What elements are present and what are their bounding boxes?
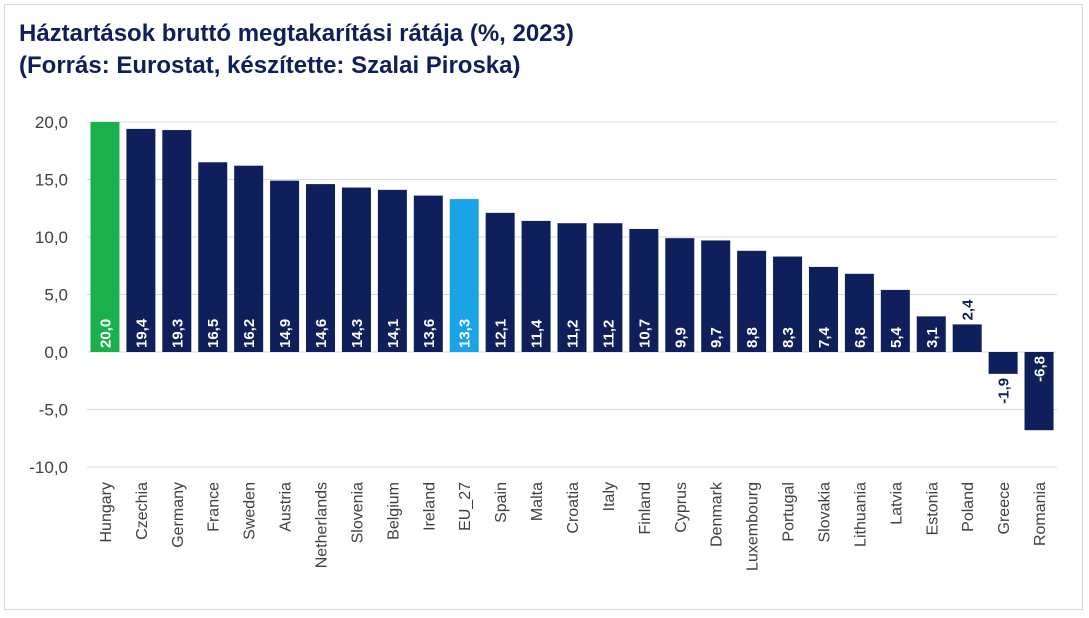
bar-germany: [162, 130, 192, 352]
x-tick-label: Germany: [170, 482, 187, 548]
x-tick-label: France: [206, 482, 223, 532]
data-label: 13,3: [457, 319, 474, 348]
data-label: 9,9: [672, 327, 689, 348]
bar-finland: [629, 228, 659, 352]
y-tick-label: 10,0: [35, 228, 68, 247]
bar-france: [198, 162, 228, 352]
x-tick-label: Austria: [278, 482, 295, 532]
x-tick-label: Romania: [1032, 482, 1049, 546]
bar-romania: [1024, 352, 1054, 431]
y-tick-label: 5,0: [44, 286, 68, 305]
data-label: 13,6: [421, 319, 438, 348]
bar-greece: [988, 352, 1018, 374]
bar-latvia: [880, 289, 910, 352]
bar-lithuania: [844, 273, 874, 352]
x-tick-label: Italy: [601, 482, 618, 511]
chart-title-line2: (Forrás: Eurostat, készítette: Szalai Pi…: [19, 52, 521, 79]
data-label: 14,6: [313, 319, 330, 348]
data-label: 11,2: [600, 320, 617, 348]
bar-ireland: [413, 195, 443, 352]
x-tick-label: EU_27: [457, 482, 474, 531]
bar-slovakia: [808, 266, 838, 352]
x-tick-label: Poland: [960, 482, 977, 532]
y-tick-label: 20,0: [35, 113, 68, 132]
bar-czechia: [126, 128, 156, 352]
data-label: 12,1: [493, 319, 510, 348]
x-tick-label: Czechia: [134, 482, 151, 540]
bar-sweden: [234, 165, 264, 352]
x-tick-label: Slovakia: [816, 482, 833, 543]
bar-malta: [521, 220, 551, 352]
x-tick-label: Cyprus: [673, 482, 690, 533]
data-label: 5,4: [888, 326, 905, 348]
x-tick-label: Malta: [529, 482, 546, 521]
y-axis: 20,0 15,0 10,0 5,0 0,0 -5,0 -10,0: [29, 113, 68, 477]
data-label: 11,4: [529, 319, 546, 348]
bar-denmark: [701, 240, 731, 352]
data-label: 10,7: [636, 319, 653, 348]
x-tick-label: Ireland: [421, 482, 438, 531]
bar-croatia: [557, 223, 587, 352]
data-label: 3,1: [924, 327, 941, 348]
bar-eu-27: [449, 199, 479, 352]
bars: [90, 122, 1054, 431]
data-label: 7,4: [816, 326, 833, 348]
chart-title: Háztartások bruttó megtakarítási rátája …: [19, 18, 574, 82]
x-tick-label: Luxembourg: [745, 482, 762, 571]
x-tick-label: Sweden: [242, 482, 259, 540]
x-tick-label: Hungary: [98, 482, 115, 542]
data-label: 19,4: [133, 318, 150, 348]
data-label: 14,9: [277, 319, 294, 348]
data-label: -6,8: [1032, 356, 1049, 382]
x-tick-label: Latvia: [888, 482, 905, 525]
bar-poland: [952, 324, 982, 352]
x-tick-label: Estonia: [924, 482, 941, 535]
data-label: 14,1: [385, 319, 402, 348]
y-tick-label: 15,0: [35, 171, 68, 190]
y-tick-label: 0,0: [44, 343, 68, 362]
data-label: 9,7: [708, 327, 725, 348]
x-tick-label: Netherlands: [314, 482, 331, 568]
y-tick-label: -5,0: [39, 401, 68, 420]
bar-spain: [485, 212, 515, 352]
bar-netherlands: [306, 184, 336, 352]
data-label: 8,3: [780, 327, 797, 348]
bar-italy: [593, 223, 623, 352]
x-tick-label: Finland: [637, 482, 654, 534]
bar-luxembourg: [737, 250, 767, 352]
data-label: 16,5: [205, 319, 222, 348]
y-tick-label: -10,0: [29, 458, 68, 477]
bar-estonia: [916, 316, 946, 352]
x-tick-label: Croatia: [565, 482, 582, 534]
x-tick-label: Spain: [493, 482, 510, 523]
data-label: 6,8: [852, 327, 869, 348]
data-label: 2,4: [960, 299, 977, 321]
data-label: 20,0: [97, 319, 114, 348]
x-tick-label: Portugal: [781, 482, 798, 542]
bar-hungary: [90, 122, 120, 352]
bar-austria: [270, 180, 300, 352]
data-label: 16,2: [241, 319, 258, 348]
data-labels: 20,0 19,4 19,3 16,5 16,2 14,9 14,6 14,3 14,1 13,6…: [97, 299, 1048, 404]
chart-title-line1: Háztartások bruttó megtakarítási rátája …: [19, 20, 574, 47]
x-tick-label: Greece: [996, 482, 1013, 535]
x-tick-label: Belgium: [385, 482, 402, 540]
x-tick-label: Slovenia: [349, 482, 366, 543]
data-label: 11,2: [565, 320, 582, 348]
x-tick-label: Denmark: [709, 481, 726, 547]
data-label: 14,3: [349, 319, 366, 348]
bar-cyprus: [665, 238, 695, 352]
bar-belgium: [377, 189, 407, 352]
x-axis: Hungary Czechia Germany France Sweden Austria…: [98, 481, 1049, 571]
data-label: -1,9: [996, 378, 1013, 404]
bar-slovenia: [341, 187, 371, 352]
bar-portugal: [773, 256, 803, 352]
data-label: 19,3: [169, 319, 186, 348]
data-label: 8,8: [744, 327, 761, 348]
x-tick-label: Lithuania: [852, 482, 869, 547]
